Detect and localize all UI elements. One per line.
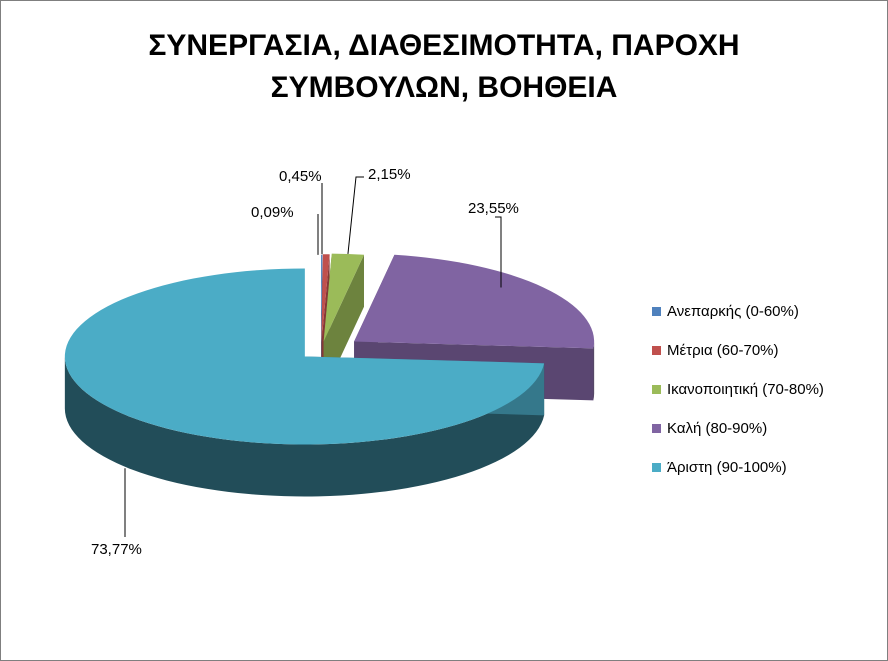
legend-label: Μέτρια (60-70%): [667, 341, 779, 359]
legend-label: Ανεπαρκής (0-60%): [667, 302, 799, 320]
pie-slice: [321, 254, 323, 343]
legend: Ανεπαρκής (0-60%) Μέτρια (60-70%) Ικανοπ…: [652, 301, 824, 496]
chart-title-line-2: ΣΥΜΒΟΥΛΩΝ, ΒΟΗΘΕΙΑ: [270, 71, 618, 104]
label-leader-lines: [124, 176, 502, 537]
chart-title: ΣΥΝΕΡΓΑΣΙΑ, ΔΙΑΘΕΣΙΜΟΤΗΤΑ, ΠΑΡΟΧΗ ΣΥΜΒΟΥ…: [1, 25, 887, 109]
legend-swatch: [652, 423, 661, 433]
pie-slice-side: [64, 356, 545, 497]
data-label-metria: 0,45%: [279, 168, 322, 185]
legend-item: Άριστη (90-100%): [652, 457, 824, 477]
legend-swatch: [652, 345, 661, 355]
legend-item: Ικανοποιητική (70-80%): [652, 379, 824, 399]
chart-title-line-1: ΣΥΝΕΡΓΑΣΙΑ, ΔΙΑΘΕΣΙΜΟΤΗΤΑ, ΠΑΡΟΧΗ: [148, 29, 740, 62]
legend-item: Καλή (80-90%): [652, 418, 824, 438]
legend-label: Άριστη (90-100%): [667, 458, 787, 476]
legend-swatch: [652, 462, 661, 472]
legend-label: Καλή (80-90%): [667, 419, 768, 437]
data-label-kali: 23,55%: [468, 200, 519, 217]
pie-slice: [321, 254, 330, 343]
data-label-anepar: 0,09%: [251, 204, 294, 221]
legend-item: Ανεπαρκής (0-60%): [652, 301, 824, 321]
pie-slice: [323, 253, 365, 342]
data-labels: 0,09% 0,45% 2,15% 23,55% 73,77%: [91, 166, 519, 558]
leader-line: [347, 176, 364, 255]
pie-slice: [64, 268, 545, 445]
data-label-ikanopoiitiki: 2,15%: [368, 166, 411, 183]
legend-swatch: [652, 306, 661, 316]
legend-label: Ικανοποιητική (70-80%): [667, 380, 824, 398]
data-label-aristi: 73,77%: [91, 541, 142, 558]
pie-slice: [354, 254, 595, 349]
pie-slice-side: [593, 341, 595, 401]
legend-item: Μέτρια (60-70%): [652, 340, 824, 360]
legend-swatch: [652, 384, 661, 394]
pie-slice-tops: [64, 253, 595, 445]
leader-line: [495, 216, 502, 288]
